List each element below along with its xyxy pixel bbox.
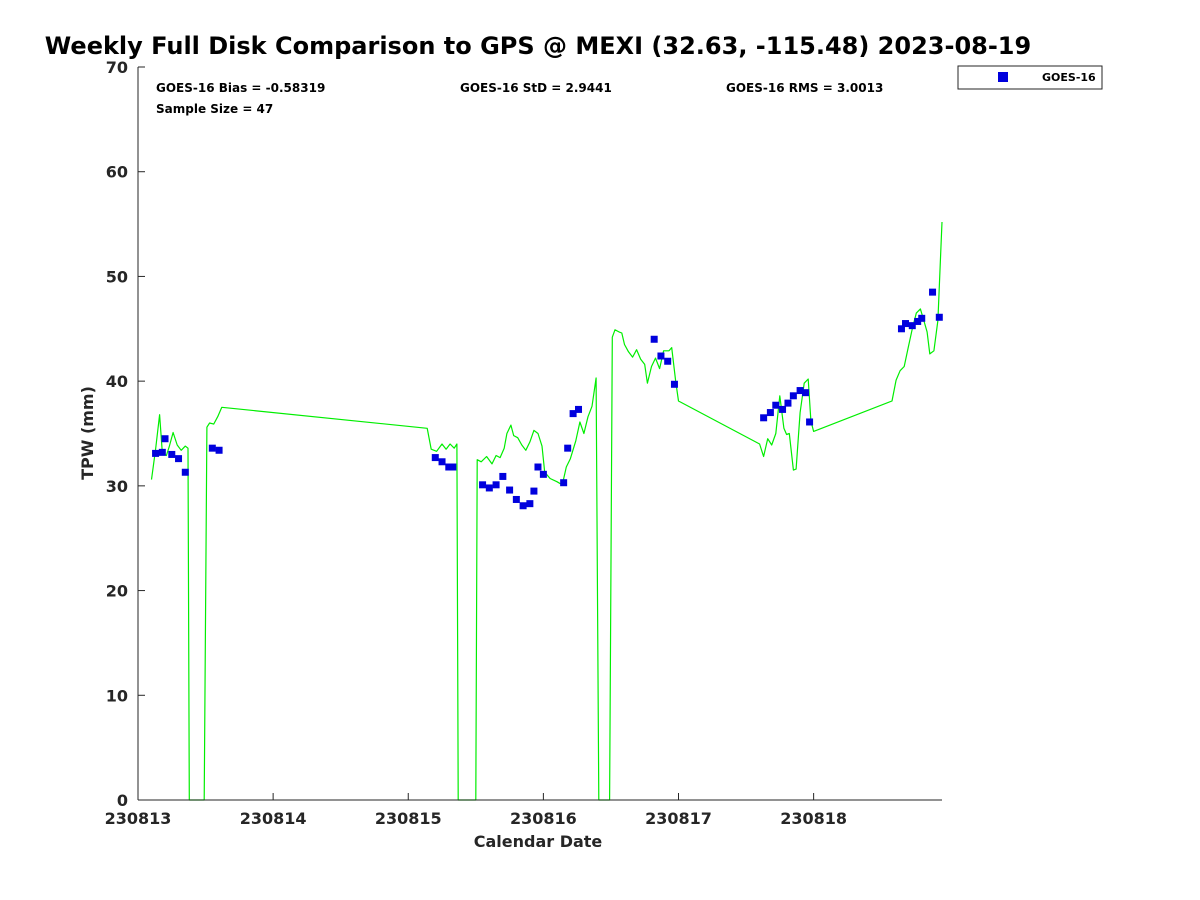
x-tick-label: 230815	[375, 809, 442, 828]
goes-16-point	[560, 479, 568, 487]
goes-16-point	[506, 486, 514, 494]
x-tick-label: 230816	[510, 809, 577, 828]
plot-area	[138, 67, 943, 801]
goes-16-point	[796, 387, 804, 395]
gps-line	[150, 221, 943, 801]
goes-16-point	[779, 405, 787, 413]
x-tick-label: 230817	[645, 809, 712, 828]
goes-16-point	[526, 500, 534, 508]
goes-16-point	[664, 357, 672, 365]
goes-16-series	[152, 288, 943, 510]
goes-16-point	[215, 446, 223, 454]
legend-label: GOES-16	[1042, 71, 1096, 84]
goes-16-point	[918, 314, 926, 322]
goes-16-point	[438, 458, 446, 466]
chart-title: Weekly Full Disk Comparison to GPS @ MEX…	[45, 32, 1031, 60]
bias-stat: GOES-16 Bias = -0.58319	[156, 81, 325, 95]
y-tick-label: 70	[106, 58, 128, 77]
sample-size-stat: Sample Size = 47	[156, 102, 273, 116]
y-tick-label: 40	[106, 372, 128, 391]
goes-16-point	[784, 399, 792, 407]
goes-16-point	[766, 409, 774, 417]
goes-16-point	[168, 450, 176, 458]
legend: GOES-16	[957, 65, 1103, 90]
goes-16-point	[908, 322, 916, 330]
legend-marker	[998, 72, 1008, 82]
goes-16-point	[512, 495, 520, 503]
goes-16-point	[530, 487, 538, 495]
goes-16-point	[802, 389, 810, 397]
x-axis-label: Calendar Date	[474, 832, 603, 851]
goes-16-point	[564, 444, 572, 452]
plot-background	[138, 67, 942, 800]
goes-16-point	[569, 410, 577, 418]
goes-16-point	[431, 454, 439, 462]
goes-16-point	[485, 484, 493, 492]
legend-box	[957, 65, 1103, 90]
goes-16-point	[181, 468, 189, 476]
goes-16-point	[175, 455, 183, 463]
goes-16-point	[449, 463, 457, 471]
x-tick-label: 230813	[105, 809, 172, 828]
goes-16-point	[789, 392, 797, 400]
goes-16-point	[935, 313, 943, 321]
goes-16-point	[897, 325, 905, 333]
gps-series	[150, 221, 943, 801]
y-tick-label: 50	[106, 267, 128, 286]
goes-16-point	[479, 481, 487, 489]
y-tick-label: 10	[106, 686, 128, 705]
goes-16-point	[499, 472, 507, 480]
y-tick-label: 60	[106, 163, 128, 182]
y-tick-label: 30	[106, 477, 128, 496]
rms-stat: GOES-16 RMS = 3.0013	[726, 81, 883, 95]
goes-16-point	[445, 463, 453, 471]
y-axis-ticks: 0 10 20 30 40 50 60 70	[106, 58, 145, 810]
x-tick-label: 230814	[240, 809, 307, 828]
goes-16-point	[650, 335, 658, 343]
goes-16-point	[902, 320, 910, 328]
goes-16-point	[772, 401, 780, 409]
goes-16-point	[208, 444, 216, 452]
goes-16-point	[575, 405, 583, 413]
goes-16-point	[806, 418, 814, 426]
x-tick-label: 230818	[780, 809, 847, 828]
y-tick-label: 0	[117, 791, 128, 810]
goes-16-point	[929, 288, 937, 296]
goes-16-point	[534, 463, 542, 471]
y-axis-label: TPW (mm)	[78, 386, 97, 480]
goes-16-point	[158, 448, 166, 456]
std-stat: GOES-16 StD = 2.9441	[460, 81, 612, 95]
goes-16-point	[519, 502, 527, 510]
goes-16-point	[657, 352, 665, 360]
goes-16-point	[670, 380, 678, 388]
goes-16-point	[760, 414, 768, 422]
x-axis-ticks: 230813 230814 230815 230816 230817 230818	[105, 793, 847, 828]
goes-16-point	[492, 481, 500, 489]
goes-16-point	[161, 435, 169, 443]
y-tick-label: 20	[106, 582, 128, 601]
goes-16-point	[914, 317, 922, 325]
goes-16-point	[152, 449, 160, 457]
goes-16-point	[539, 470, 547, 478]
